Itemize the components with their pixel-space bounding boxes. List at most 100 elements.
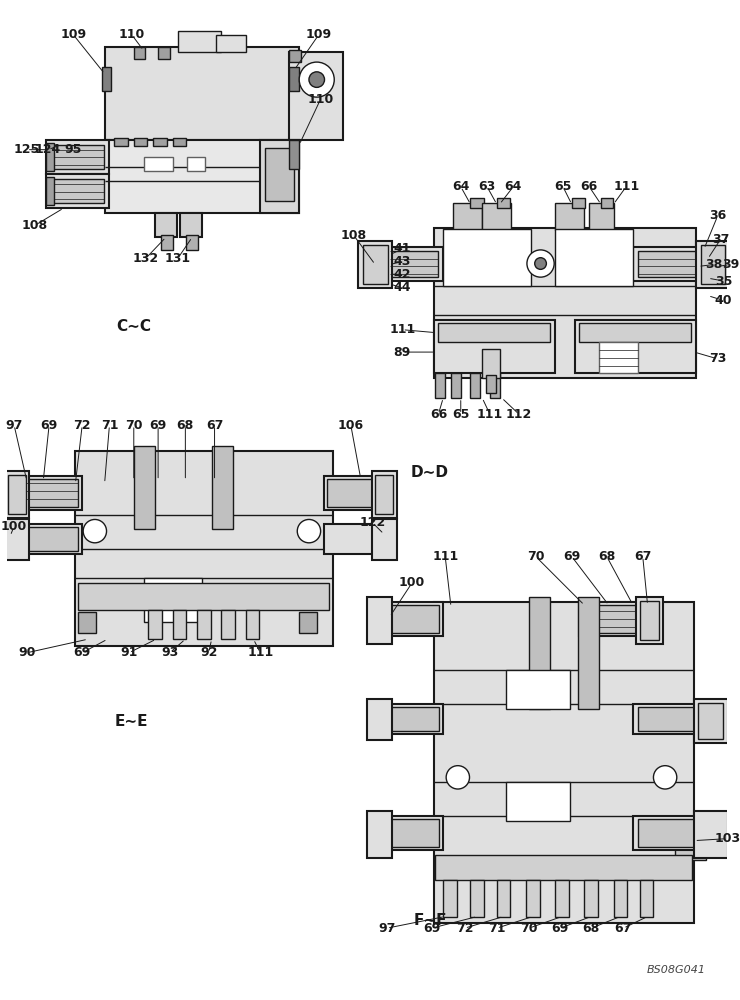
Bar bbox=[134, 446, 155, 529]
Bar bbox=[363, 245, 388, 284]
Bar bbox=[134, 138, 147, 146]
Bar bbox=[636, 597, 663, 644]
Circle shape bbox=[83, 519, 107, 543]
Bar bbox=[438, 323, 551, 342]
Text: 92: 92 bbox=[200, 646, 218, 659]
Text: 97: 97 bbox=[378, 922, 395, 935]
Bar bbox=[555, 203, 585, 230]
Bar bbox=[104, 140, 299, 213]
Bar bbox=[633, 704, 701, 734]
Text: 37: 37 bbox=[712, 233, 730, 246]
Bar bbox=[46, 143, 54, 171]
Text: 100: 100 bbox=[1, 520, 27, 533]
Text: 69: 69 bbox=[73, 646, 91, 659]
Text: BS08G041: BS08G041 bbox=[647, 965, 706, 975]
Bar bbox=[299, 612, 317, 633]
Bar bbox=[443, 880, 457, 917]
Bar bbox=[217, 35, 246, 52]
Bar bbox=[246, 610, 259, 639]
Bar bbox=[289, 140, 299, 169]
Bar bbox=[583, 605, 636, 633]
Bar bbox=[149, 610, 162, 639]
Bar bbox=[390, 251, 438, 277]
Bar bbox=[187, 157, 205, 171]
Bar bbox=[158, 47, 169, 59]
Bar bbox=[101, 67, 112, 91]
Text: 70: 70 bbox=[527, 550, 545, 563]
Bar bbox=[388, 707, 440, 731]
Bar bbox=[181, 213, 202, 237]
Bar bbox=[443, 229, 531, 286]
Text: 95: 95 bbox=[65, 143, 82, 156]
Bar bbox=[172, 138, 186, 146]
Text: 42: 42 bbox=[394, 268, 411, 281]
Bar bbox=[613, 880, 628, 917]
Circle shape bbox=[535, 258, 546, 269]
Bar bbox=[114, 138, 128, 146]
Bar bbox=[144, 578, 202, 622]
Text: 69: 69 bbox=[149, 419, 166, 432]
Text: 97: 97 bbox=[5, 419, 23, 432]
Text: F∼F: F∼F bbox=[413, 913, 447, 928]
Bar bbox=[471, 373, 480, 398]
Text: 43: 43 bbox=[394, 255, 411, 268]
Text: 35: 35 bbox=[715, 275, 732, 288]
Text: 44: 44 bbox=[394, 281, 411, 294]
Text: 109: 109 bbox=[306, 28, 332, 41]
Bar bbox=[26, 527, 78, 551]
Text: 108: 108 bbox=[340, 229, 367, 242]
Circle shape bbox=[527, 250, 554, 277]
Bar bbox=[599, 342, 638, 373]
Text: 36: 36 bbox=[709, 209, 726, 222]
Text: 64: 64 bbox=[452, 180, 469, 193]
Circle shape bbox=[309, 72, 325, 87]
Bar bbox=[375, 475, 393, 514]
Text: 103: 103 bbox=[714, 832, 740, 845]
Text: 72: 72 bbox=[456, 922, 474, 935]
Bar bbox=[78, 612, 95, 633]
Text: 71: 71 bbox=[101, 419, 118, 432]
Bar bbox=[555, 229, 633, 286]
Text: 100: 100 bbox=[399, 576, 425, 589]
Text: 108: 108 bbox=[21, 219, 47, 232]
Bar bbox=[694, 699, 728, 743]
Bar bbox=[385, 704, 443, 734]
Bar bbox=[640, 880, 653, 917]
Bar bbox=[22, 476, 82, 510]
Bar bbox=[579, 602, 640, 636]
Bar bbox=[526, 880, 539, 917]
Text: 89: 89 bbox=[394, 346, 411, 359]
Bar bbox=[265, 148, 295, 201]
Bar bbox=[221, 610, 235, 639]
Bar bbox=[78, 583, 329, 610]
Bar bbox=[4, 519, 29, 560]
Text: 73: 73 bbox=[709, 352, 727, 365]
Bar bbox=[675, 829, 706, 860]
Text: 90: 90 bbox=[18, 646, 36, 659]
Bar bbox=[497, 198, 511, 208]
Bar bbox=[8, 475, 26, 514]
Circle shape bbox=[297, 519, 320, 543]
Bar bbox=[633, 247, 701, 281]
Bar bbox=[638, 251, 696, 277]
Text: C∼C: C∼C bbox=[115, 319, 151, 334]
Bar bbox=[52, 145, 104, 169]
Bar bbox=[104, 47, 299, 140]
Bar bbox=[388, 605, 440, 633]
Bar bbox=[134, 47, 146, 59]
Text: 64: 64 bbox=[505, 180, 522, 193]
Bar bbox=[4, 471, 29, 518]
Bar bbox=[75, 451, 333, 646]
Text: 110: 110 bbox=[308, 93, 334, 106]
Bar bbox=[212, 446, 233, 529]
Text: 93: 93 bbox=[161, 646, 178, 659]
Text: 67: 67 bbox=[615, 922, 632, 935]
Text: 70: 70 bbox=[520, 922, 538, 935]
Text: 106: 106 bbox=[337, 419, 364, 432]
Text: 41: 41 bbox=[394, 242, 411, 255]
Text: 39: 39 bbox=[722, 258, 739, 271]
Bar bbox=[372, 519, 397, 560]
Bar bbox=[589, 203, 613, 230]
Text: 66: 66 bbox=[430, 408, 447, 421]
Bar bbox=[506, 670, 570, 709]
